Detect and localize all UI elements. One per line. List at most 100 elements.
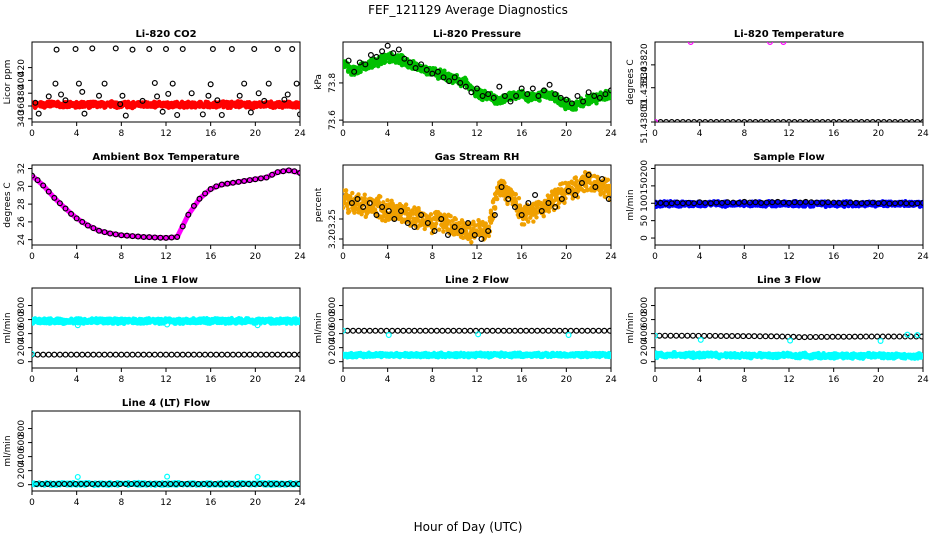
- band-point: [297, 316, 300, 322]
- data-point: [89, 45, 96, 52]
- band-point: [608, 191, 611, 196]
- data-point: [72, 46, 79, 53]
- data-point: [53, 46, 60, 53]
- data-point: [159, 108, 166, 115]
- data-point: [58, 91, 65, 98]
- data-point: [218, 351, 225, 358]
- data-point: [117, 101, 124, 108]
- data-point: [218, 111, 225, 118]
- band-point: [537, 98, 542, 103]
- data-point: [255, 90, 262, 97]
- y-tick-label: 380: [17, 84, 27, 101]
- data-point: [391, 216, 398, 223]
- plot-area: [343, 327, 611, 360]
- data-point: [505, 196, 512, 203]
- x-tick-label: 16: [516, 129, 528, 139]
- band-point: [486, 224, 492, 229]
- band-point: [547, 205, 553, 210]
- data-point: [90, 351, 97, 358]
- data-point: [151, 79, 158, 86]
- data-point: [95, 92, 102, 99]
- data-point: [412, 65, 419, 72]
- data-point: [465, 220, 472, 227]
- data-point: [702, 199, 709, 206]
- data-point: [146, 351, 153, 358]
- data-point: [668, 119, 675, 122]
- y-tick-label: 200: [328, 339, 338, 356]
- data-point: [265, 80, 272, 87]
- data-point: [418, 61, 425, 68]
- data-point: [263, 174, 270, 181]
- x-tick-label: 8: [741, 129, 747, 139]
- data-point: [713, 119, 720, 122]
- data-point: [687, 42, 694, 45]
- x-tick-label: 20: [873, 129, 885, 139]
- data-point: [474, 85, 481, 92]
- band-point: [502, 180, 507, 186]
- data-point: [479, 92, 486, 99]
- data-point: [75, 80, 82, 87]
- band-point: [375, 64, 381, 69]
- data-point: [274, 351, 281, 358]
- data-point: [696, 119, 703, 122]
- data-point: [819, 199, 826, 206]
- data-point: [920, 199, 923, 206]
- data-point: [84, 222, 91, 229]
- band-point: [422, 226, 427, 232]
- plot-frame: [31, 287, 301, 369]
- data-point: [758, 119, 765, 122]
- data-point: [679, 119, 686, 122]
- data-point: [608, 87, 611, 94]
- data-point: [40, 182, 47, 189]
- data-point: [40, 351, 47, 358]
- data-point: [51, 194, 58, 201]
- x-tick-label: 4: [74, 252, 80, 262]
- data-point: [73, 215, 80, 222]
- data-point: [679, 200, 686, 207]
- data-point: [32, 172, 35, 179]
- data-point: [532, 192, 539, 199]
- data-point: [724, 119, 731, 122]
- band-point: [453, 217, 458, 222]
- data-point: [769, 199, 776, 206]
- data-point: [507, 98, 514, 105]
- data-point: [379, 48, 386, 55]
- data-point: [118, 232, 125, 239]
- data-point: [819, 119, 826, 122]
- x-tick-label: 16: [828, 252, 840, 262]
- data-point: [129, 46, 136, 53]
- x-tick-label: 12: [783, 129, 794, 139]
- data-point: [825, 199, 832, 206]
- y-tick-label: 26: [17, 216, 27, 228]
- x-tick-label: 12: [471, 252, 482, 262]
- band-point: [297, 101, 300, 106]
- data-point: [841, 200, 848, 207]
- data-point: [140, 234, 147, 241]
- data-point: [886, 119, 893, 122]
- chart-title: Ambient Box Temperature: [92, 152, 239, 163]
- x-tick-label: 0: [340, 252, 346, 262]
- data-point: [213, 351, 220, 358]
- band-point: [467, 225, 472, 230]
- y-axis-label: Licor ppm: [3, 60, 13, 105]
- data-point: [257, 175, 264, 182]
- data-point: [763, 119, 770, 122]
- x-tick-label: 12: [160, 252, 171, 262]
- data-point: [169, 80, 176, 87]
- data-point: [32, 99, 39, 106]
- data-point: [129, 233, 136, 240]
- data-point: [407, 59, 414, 66]
- data-point: [741, 198, 748, 205]
- data-point: [384, 42, 391, 49]
- band-point: [362, 196, 367, 201]
- data-series: [32, 45, 300, 119]
- data-point: [274, 169, 281, 176]
- data-point: [685, 199, 692, 206]
- data-point: [574, 92, 581, 99]
- data-point: [780, 119, 787, 122]
- data-point: [903, 200, 910, 207]
